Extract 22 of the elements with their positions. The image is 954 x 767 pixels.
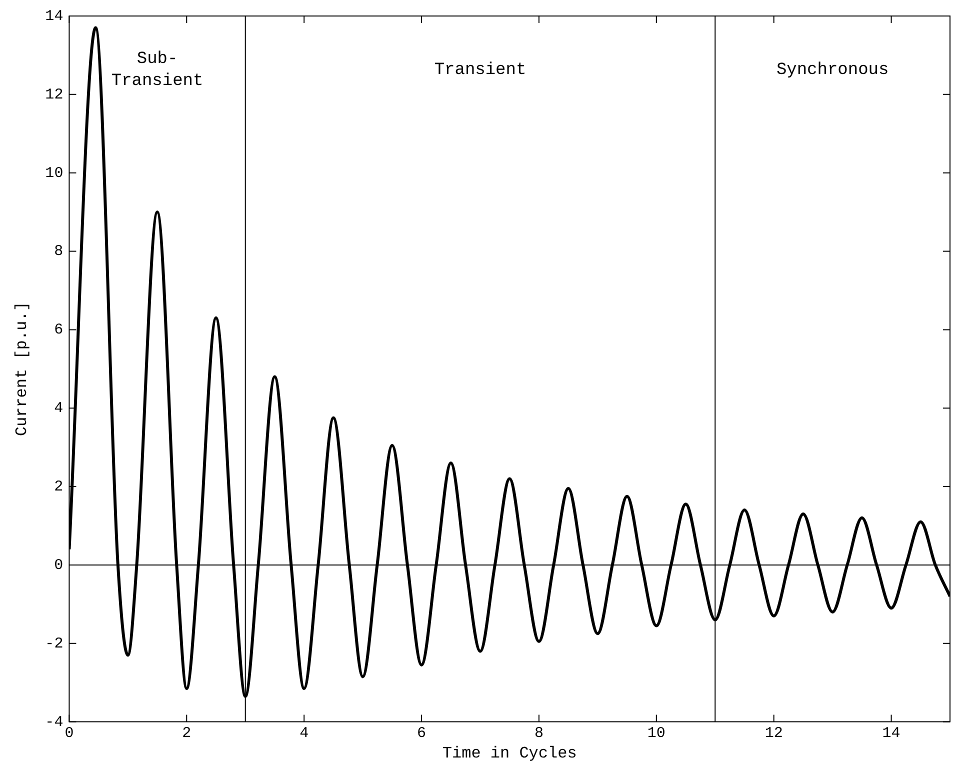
annotation: Transient xyxy=(434,61,526,80)
y-tick-label: -2 xyxy=(45,635,64,652)
y-tick-label: 14 xyxy=(45,8,64,25)
y-tick-label: 2 xyxy=(54,478,64,496)
y-tick-label: 4 xyxy=(54,400,64,418)
x-tick-label: 4 xyxy=(300,724,309,742)
x-tick-label: 14 xyxy=(882,724,900,742)
y-tick-label: 12 xyxy=(45,86,64,104)
y-tick-label: 6 xyxy=(54,322,64,339)
annotation: Synchronous xyxy=(776,61,889,80)
x-tick-label: 6 xyxy=(417,724,426,742)
y-tick-label: 8 xyxy=(54,243,64,260)
annotation: Sub- Transient xyxy=(111,50,204,91)
x-axis-title: Time in Cycles xyxy=(442,744,577,763)
y-tick-label: -4 xyxy=(45,714,64,731)
y-axis-title: Current [p.u.] xyxy=(12,302,31,436)
y-tick-label: 0 xyxy=(54,556,64,574)
x-tick-label: 12 xyxy=(764,724,783,742)
y-tick-label: 10 xyxy=(45,164,64,182)
x-tick-label: 10 xyxy=(647,724,666,742)
x-tick-label: 2 xyxy=(182,724,192,742)
x-tick-label: 8 xyxy=(534,724,544,742)
